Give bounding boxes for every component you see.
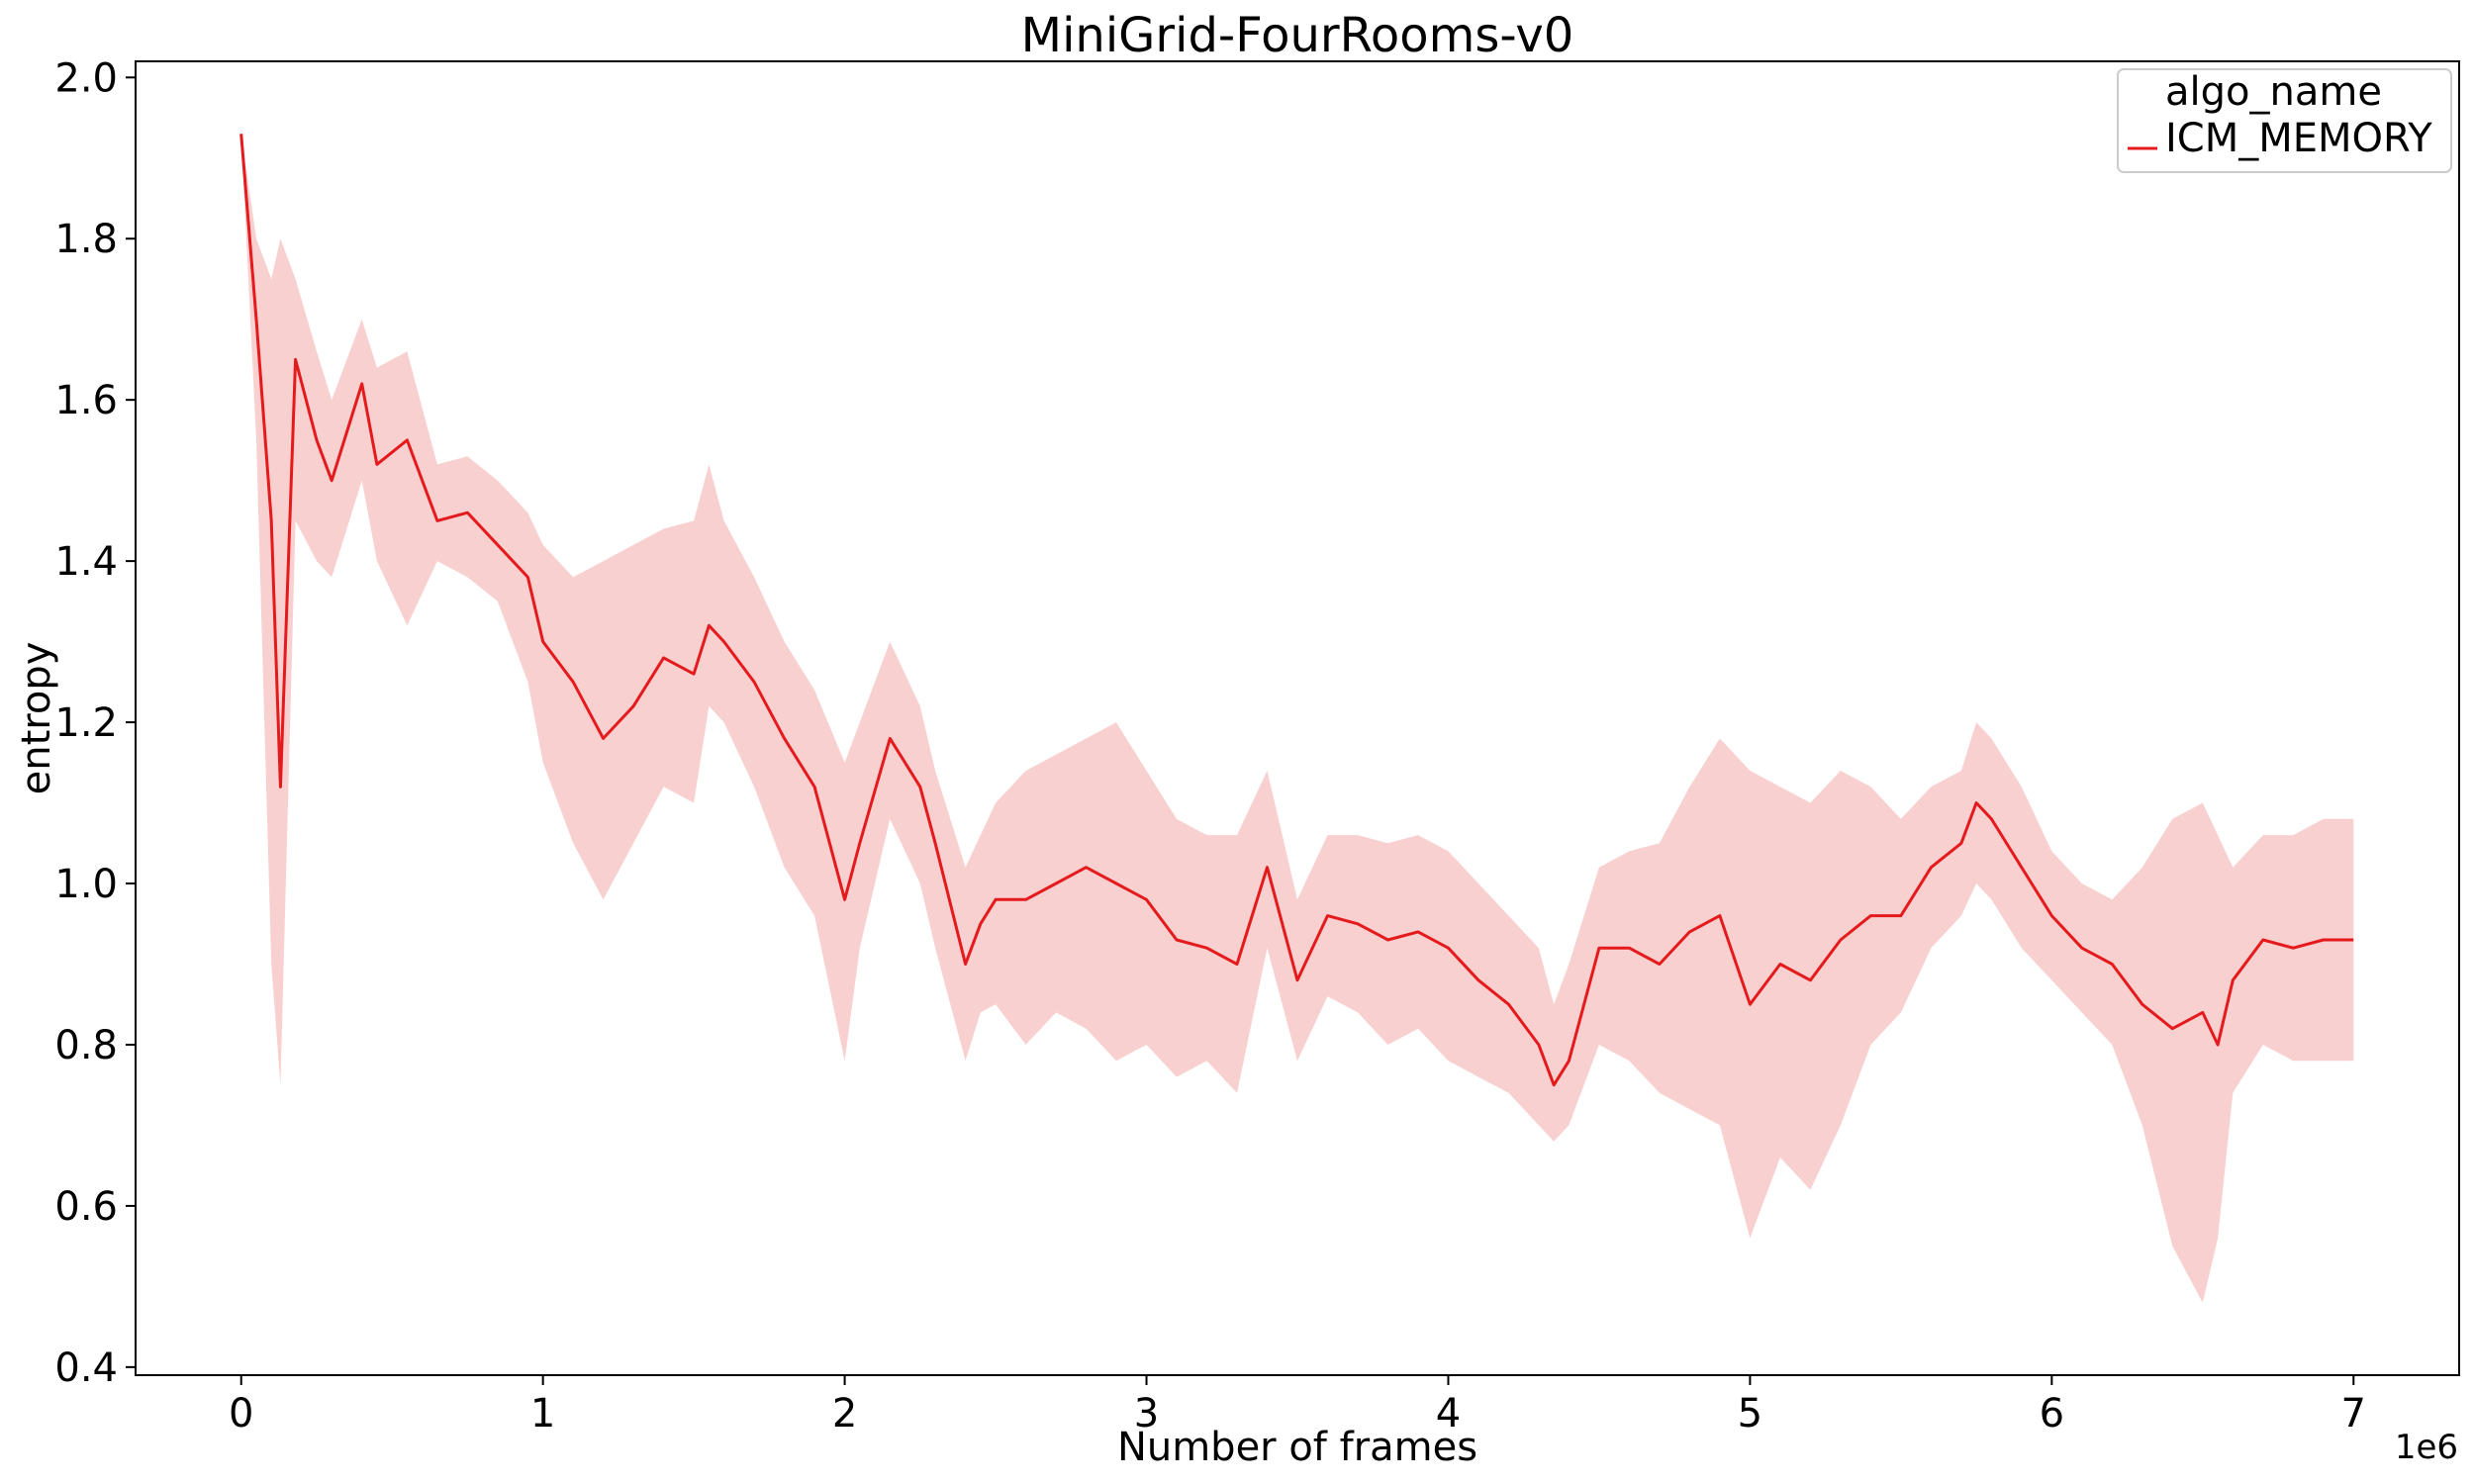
x-tick-label: 5	[1738, 1391, 1762, 1437]
axes-frame	[135, 60, 2460, 1376]
x-tick-label: 6	[2040, 1391, 2064, 1437]
legend-title: algo_name	[2165, 69, 2382, 115]
y-tick-label: 0.4	[54, 1345, 118, 1391]
y-tick-label: 1.8	[54, 217, 118, 262]
y-tick-label: 0.6	[54, 1184, 118, 1230]
y-tick-label: 0.8	[54, 1023, 118, 1068]
plot-area	[239, 134, 2354, 1303]
y-tick-label: 1.6	[54, 378, 118, 423]
x-tick-label: 4	[1436, 1391, 1461, 1437]
x-offset-label: 1e6	[2395, 1428, 2458, 1467]
y-axis-ticks: 0.4 0.6 0.8 1.0 1.2 1.4 1.6 1.8 2.0	[54, 55, 136, 1391]
series-line-icm-memory	[239, 134, 2354, 1087]
x-axis-ticks: 0 1 2 3 4 5 6 7	[229, 1375, 2366, 1437]
x-tick-label: 1	[530, 1391, 555, 1437]
y-axis-label: entropy	[14, 642, 59, 795]
x-tick-label: 7	[2341, 1391, 2366, 1437]
legend-frame	[2117, 68, 2452, 173]
y-tick-label: 2.0	[54, 55, 118, 101]
x-axis-label: Number of frames	[1117, 1425, 1477, 1470]
x-tick-label: 0	[229, 1391, 253, 1437]
y-tick-label: 1.0	[54, 862, 118, 907]
legend: algo_name ICM_MEMORY	[2117, 68, 2452, 173]
x-tick-label: 3	[1134, 1391, 1159, 1437]
y-tick-label: 1.2	[54, 700, 118, 746]
legend-label-icm-memory: ICM_MEMORY	[2165, 116, 2432, 161]
confidence-band	[240, 134, 2354, 1303]
chart-title: MiniGrid-FourRooms-v0	[1021, 8, 1574, 63]
x-tick-label: 2	[832, 1391, 857, 1437]
y-tick-label: 1.4	[54, 539, 118, 585]
